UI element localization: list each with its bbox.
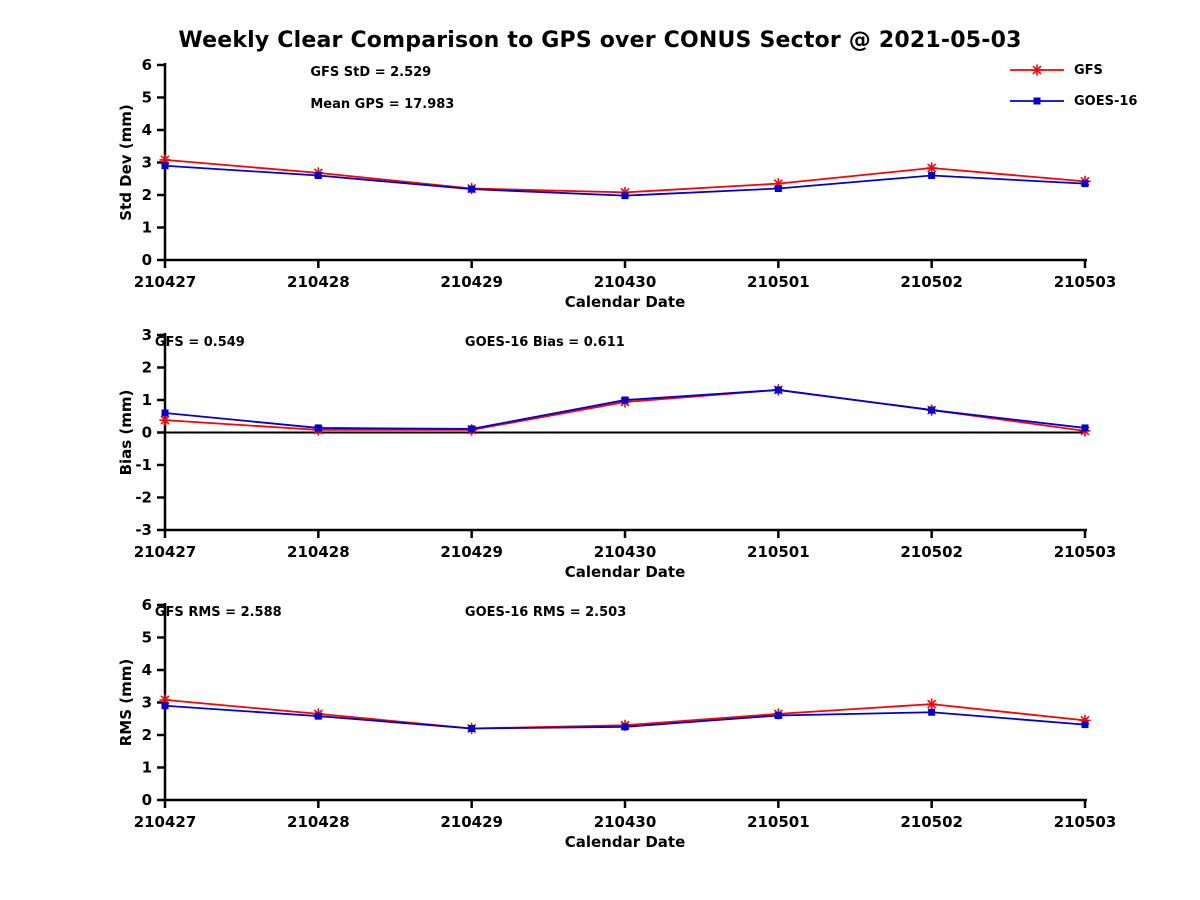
goes16-marker bbox=[1081, 424, 1089, 432]
x-tick-label: 210427 bbox=[134, 813, 197, 831]
goes16-marker bbox=[928, 172, 936, 179]
x-tick-label: 210502 bbox=[900, 273, 963, 291]
goes16-marker bbox=[314, 424, 322, 432]
legend-label-gfs: GFS bbox=[1074, 62, 1103, 78]
gfs-marker bbox=[925, 162, 938, 174]
y-tick-label: -1 bbox=[135, 456, 152, 474]
std-dev-plot: 0 1 2 3 4 5 6 210427 210428 210429 210430 210501 210… bbox=[117, 56, 1117, 311]
gfs-marker bbox=[159, 414, 171, 426]
goes16-marker bbox=[774, 386, 782, 394]
x-tick-label: 210428 bbox=[287, 273, 350, 291]
goes16-marker bbox=[161, 409, 169, 417]
x-tick-label: 210430 bbox=[594, 273, 657, 291]
x-tick-label: 210503 bbox=[1054, 813, 1117, 831]
subplot-bias: -3 -2 -1 0 1 2 3 210427 210428 210429 210430 210501… bbox=[0, 321, 1200, 591]
gfs-marker bbox=[925, 698, 938, 710]
x-tick-label: 210501 bbox=[747, 543, 810, 561]
y-axis-label: RMS (mm) bbox=[117, 659, 135, 746]
goes16-marker bbox=[928, 406, 936, 414]
goes16-marker bbox=[314, 712, 322, 720]
legend: GFS GOES-16 bbox=[1008, 60, 1188, 122]
x-tick-label: 210429 bbox=[440, 543, 503, 561]
x-tick-label: 210428 bbox=[287, 543, 350, 561]
y-tick-label: 4 bbox=[142, 661, 152, 679]
x-tick-label: 210501 bbox=[747, 813, 810, 831]
goes16-marker bbox=[621, 396, 629, 404]
y-tick-label: 6 bbox=[142, 596, 152, 614]
goes16-marker bbox=[928, 708, 936, 716]
goes16-marker bbox=[621, 723, 629, 731]
y-tick-label: 2 bbox=[142, 726, 152, 744]
annotation: GFS StD = 2.529 bbox=[310, 65, 431, 80]
y-tick-label: 1 bbox=[142, 391, 152, 409]
y-tick-label: 0 bbox=[142, 791, 152, 809]
goes16-marker bbox=[468, 725, 476, 732]
y-tick-label: -3 bbox=[135, 521, 152, 539]
x-tick-label: 210429 bbox=[440, 273, 503, 291]
annotation: GFS RMS = 2.588 bbox=[155, 605, 282, 620]
goes16-marker bbox=[161, 702, 169, 710]
y-axis-label: Std Dev (mm) bbox=[117, 104, 135, 221]
goes16-marker bbox=[468, 185, 476, 193]
x-tick-label: 210502 bbox=[900, 813, 963, 831]
goes16-marker bbox=[774, 185, 782, 192]
y-tick-label: 0 bbox=[142, 251, 152, 269]
y-tick-label: 2 bbox=[142, 359, 152, 377]
y-tick-label: 5 bbox=[142, 89, 152, 107]
goes16-marker bbox=[774, 712, 782, 719]
y-tick-label: 4 bbox=[142, 121, 152, 139]
figure-title: Weekly Clear Comparison to GPS over CONU… bbox=[178, 28, 1022, 53]
goes16-marker bbox=[161, 162, 169, 170]
annotation: GFS = 0.549 bbox=[155, 335, 245, 350]
x-tick-label: 210503 bbox=[1054, 273, 1117, 291]
y-tick-label: -2 bbox=[135, 489, 152, 507]
y-tick-label: 6 bbox=[142, 56, 152, 74]
annotation: GOES-16 Bias = 0.611 bbox=[465, 335, 625, 350]
y-axis-label: Bias (mm) bbox=[117, 390, 135, 476]
x-tick-label: 210430 bbox=[594, 813, 657, 831]
subplot-std-dev: 0 1 2 3 4 5 6 210427 210428 210429 210430 210501 210… bbox=[0, 51, 1200, 321]
y-tick-label: 1 bbox=[142, 219, 152, 237]
x-tick-label: 210502 bbox=[900, 543, 963, 561]
y-tick-label: 0 bbox=[142, 424, 152, 442]
x-tick-label: 210428 bbox=[287, 813, 350, 831]
annotation: GOES-16 RMS = 2.503 bbox=[465, 605, 626, 620]
y-tick-label: 3 bbox=[142, 326, 152, 344]
x-tick-label: 210427 bbox=[134, 273, 197, 291]
gfs-line-marker-icon bbox=[1010, 64, 1064, 76]
x-axis-label: Calendar Date bbox=[565, 293, 686, 311]
goes16-marker bbox=[314, 172, 322, 179]
legend-item-goes16: GOES-16 bbox=[1008, 91, 1188, 111]
goes16-line bbox=[164, 389, 1086, 430]
x-tick-label: 210503 bbox=[1054, 543, 1117, 561]
legend-marker bbox=[1031, 64, 1043, 76]
goes16-marker bbox=[468, 425, 476, 433]
x-axis-label: Calendar Date bbox=[565, 563, 686, 581]
y-tick-label: 1 bbox=[142, 759, 152, 777]
legend-item-gfs: GFS bbox=[1008, 60, 1188, 80]
y-tick-label: 3 bbox=[142, 154, 152, 172]
x-tick-label: 210429 bbox=[440, 813, 503, 831]
gfs-line bbox=[164, 389, 1086, 432]
legend-marker bbox=[1033, 97, 1041, 105]
x-axis-label: Calendar Date bbox=[565, 833, 686, 851]
x-tick-label: 210501 bbox=[747, 273, 810, 291]
subplot-rms: 0 1 2 3 4 5 6 210427 210428 210429 210430 210501 210… bbox=[0, 591, 1200, 861]
annotation: Mean GPS = 17.983 bbox=[310, 97, 454, 112]
goes16-marker bbox=[621, 192, 629, 200]
goes16-marker bbox=[1081, 721, 1089, 729]
x-tick-label: 210430 bbox=[594, 543, 657, 561]
y-tick-label: 3 bbox=[142, 694, 152, 712]
legend-label-goes16: GOES-16 bbox=[1074, 93, 1138, 109]
x-tick-label: 210427 bbox=[134, 543, 197, 561]
goes16-marker bbox=[1081, 180, 1089, 188]
rms-plot: 0 1 2 3 4 5 6 210427 210428 210429 210430 210501 210… bbox=[117, 596, 1117, 851]
y-tick-label: 2 bbox=[142, 186, 152, 204]
bias-plot: -3 -2 -1 0 1 2 3 210427 210428 210429 210430 210501… bbox=[117, 326, 1117, 581]
y-tick-label: 5 bbox=[142, 629, 152, 647]
goes16-line-marker-icon bbox=[1010, 97, 1064, 105]
